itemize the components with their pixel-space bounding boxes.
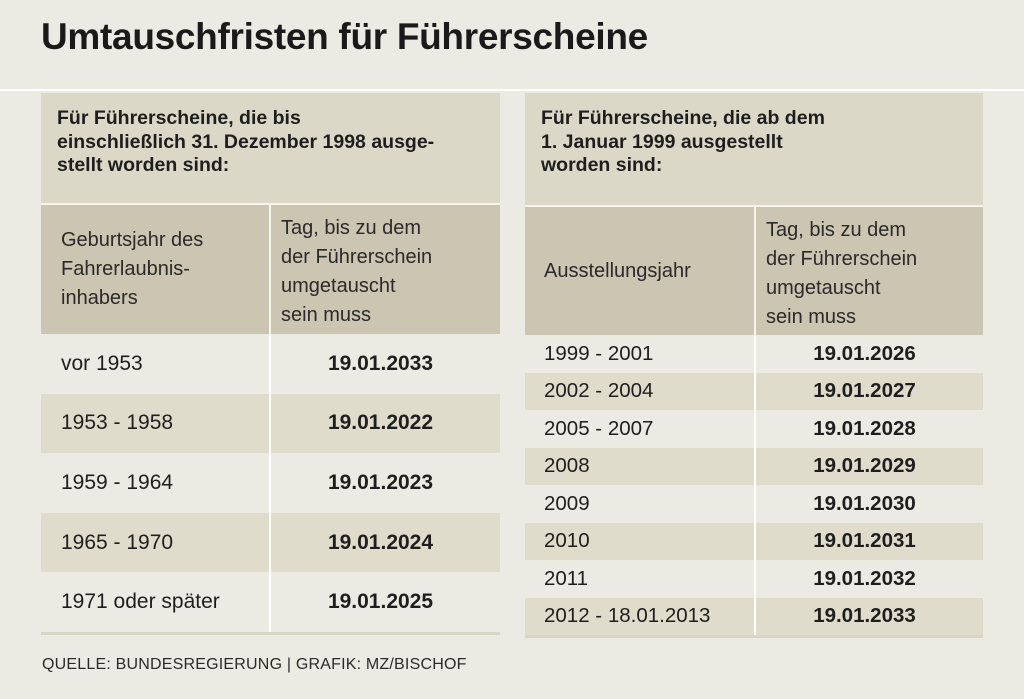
table-bottom-border [525, 635, 983, 638]
row-date: 19.01.2031 [754, 522, 983, 560]
row-label: 2008 [544, 454, 590, 478]
row-date: 19.01.2028 [754, 410, 983, 448]
page-title: Umtauschfristen für Führerscheine [41, 16, 648, 57]
column-header-row: Ausstellungsjahr Tag, bis zu dem der Füh… [525, 207, 983, 335]
row-label: 2010 [544, 529, 590, 553]
row-label: 1959 - 1964 [61, 470, 174, 494]
row-date: 19.01.2032 [754, 560, 983, 598]
table-row: 1999 - 2001 19.01.2026 [525, 335, 983, 373]
row-date: 19.01.2027 [754, 372, 983, 410]
table-row: 1959 - 1964 19.01.2023 [41, 453, 500, 513]
row-date: 19.01.2033 [754, 597, 983, 635]
table-heading: Für Führerscheine, die ab dem 1. Januar … [525, 93, 983, 207]
title-divider [0, 89, 1024, 91]
row-label: 1965 - 1970 [61, 530, 174, 554]
row-date: 19.01.2022 [269, 393, 500, 454]
column-header-birth-year: Geburtsjahr des Fahrerlaubnis- inhabers [61, 229, 204, 309]
row-date: 19.01.2029 [754, 447, 983, 485]
row-label: 2011 [544, 566, 589, 590]
table-heading-text: Für Führerscheine, die bis einschließlic… [57, 107, 435, 176]
table-row: 2009 19.01.2030 [525, 485, 983, 523]
row-date: 19.01.2030 [754, 485, 983, 523]
source-credit: QUELLE: BUNDESREGIERUNG | GRAFIK: MZ/BIS… [42, 656, 467, 673]
row-label: 2002 - 2004 [544, 379, 654, 403]
table-row: 2008 19.01.2029 [525, 447, 983, 485]
table-row: 1971 oder später 19.01.2025 [41, 572, 500, 632]
row-date: 19.01.2024 [269, 512, 500, 573]
column-header-row: Geburtsjahr des Fahrerlaubnis- inhabers … [41, 205, 500, 334]
column-header-issue-year: Ausstellungsjahr [544, 259, 691, 282]
table-row: 2005 - 2007 19.01.2028 [525, 410, 983, 448]
row-date: 19.01.2033 [269, 334, 500, 394]
row-label: 1971 oder später [61, 590, 220, 614]
table-row: 1953 - 1958 19.01.2022 [41, 393, 500, 454]
table-row: 1965 - 1970 19.01.2024 [41, 512, 500, 573]
table-heading-text: Für Führerscheine, die ab dem 1. Januar … [541, 107, 825, 176]
table-from-1999: Für Führerscheine, die ab dem 1. Januar … [525, 93, 983, 638]
table-row: 2012 - 18.01.2013 19.01.2033 [525, 597, 983, 635]
row-date: 19.01.2026 [754, 335, 983, 373]
column-header-deadline: Tag, bis zu dem der Führerschein umgetau… [269, 205, 500, 334]
row-label: 2009 [544, 491, 590, 515]
row-date: 19.01.2025 [269, 572, 500, 632]
table-body: vor 1953 19.01.2033 1953 - 1958 19.01.20… [41, 334, 500, 632]
row-label: 2012 - 18.01.2013 [544, 604, 711, 628]
table-body: 1999 - 2001 19.01.2026 2002 - 2004 19.01… [525, 335, 983, 635]
row-label: vor 1953 [61, 351, 143, 375]
table-row: vor 1953 19.01.2033 [41, 334, 500, 394]
table-row: 2010 19.01.2031 [525, 522, 983, 560]
column-header-deadline: Tag, bis zu dem der Führerschein umgetau… [754, 207, 983, 335]
row-date: 19.01.2023 [269, 453, 500, 513]
table-bottom-border [41, 631, 500, 635]
table-pre-1999: Für Führerscheine, die bis einschließlic… [41, 93, 500, 635]
row-label: 2005 - 2007 [544, 416, 654, 440]
row-label: 1999 - 2001 [544, 341, 654, 365]
row-label: 1953 - 1958 [61, 411, 174, 435]
table-heading: Für Führerscheine, die bis einschließlic… [41, 93, 500, 205]
table-row: 2011 19.01.2032 [525, 560, 983, 598]
table-row: 2002 - 2004 19.01.2027 [525, 372, 983, 410]
